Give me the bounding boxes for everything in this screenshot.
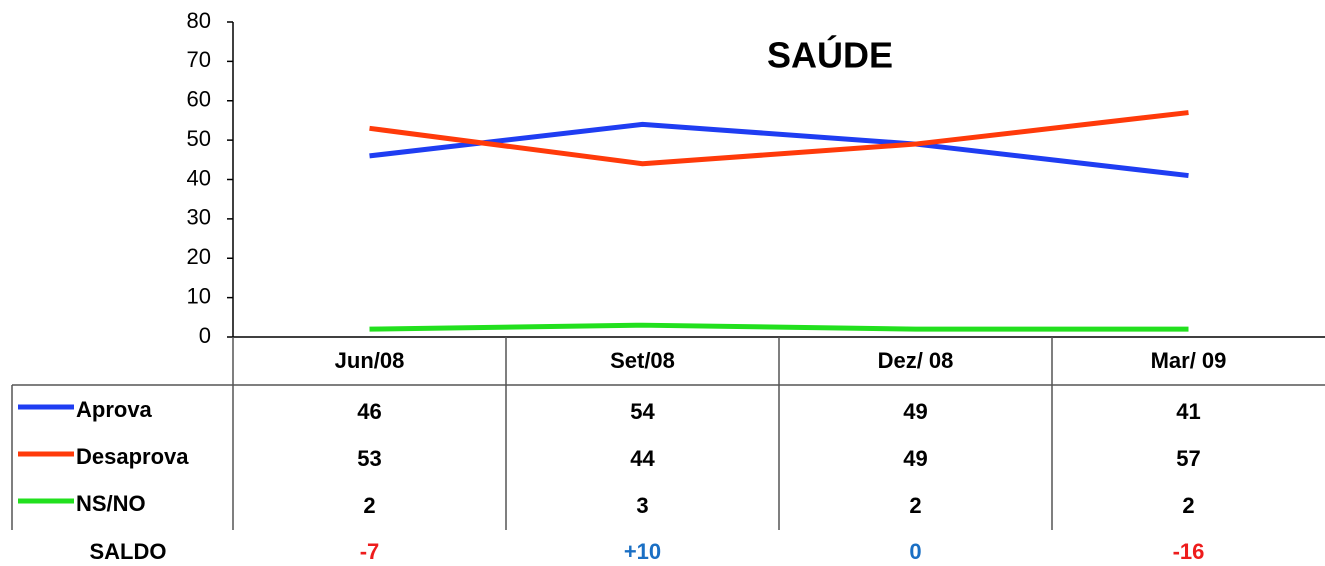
series-line xyxy=(369,121,1189,179)
y-tick-label: 10 xyxy=(187,283,211,308)
saldo-value: -7 xyxy=(360,539,380,564)
y-tick-label: 60 xyxy=(187,87,211,112)
table-cell: 3 xyxy=(636,493,648,518)
x-tick-label: Jun/08 xyxy=(335,348,405,373)
saldo-value: 0 xyxy=(909,539,921,564)
table-cell: 2 xyxy=(909,493,921,518)
table-cell: 57 xyxy=(1176,446,1200,471)
series-line xyxy=(369,322,1189,332)
saldo-value: -16 xyxy=(1173,539,1205,564)
table-cell: 54 xyxy=(630,399,655,424)
y-tick-label: 30 xyxy=(187,205,211,230)
x-tick-label: Set/08 xyxy=(610,348,675,373)
table-cell: 49 xyxy=(903,399,927,424)
y-tick-label: 70 xyxy=(187,47,211,72)
saldo-value: +10 xyxy=(624,539,661,564)
saldo-label: SALDO xyxy=(90,539,167,564)
table-cell: 49 xyxy=(903,446,927,471)
chart-title: SAÚDE xyxy=(767,34,893,76)
y-tick-label: 50 xyxy=(187,126,211,151)
table-cell: 46 xyxy=(357,399,381,424)
series-line xyxy=(369,110,1189,167)
x-tick-label: Dez/ 08 xyxy=(878,348,954,373)
y-tick-label: 80 xyxy=(187,8,211,33)
legend-label: NS/NO xyxy=(76,491,146,516)
table-cell: 2 xyxy=(363,493,375,518)
y-tick-label: 20 xyxy=(187,244,211,269)
table-cell: 44 xyxy=(630,446,655,471)
legend-label: Aprova xyxy=(76,397,153,422)
y-tick-label: 0 xyxy=(199,323,211,348)
table-cell: 41 xyxy=(1176,399,1200,424)
table-cell: 53 xyxy=(357,446,381,471)
legend-label: Desaprova xyxy=(76,444,189,469)
x-tick-label: Mar/ 09 xyxy=(1151,348,1227,373)
table-cell: 2 xyxy=(1182,493,1194,518)
y-tick-label: 40 xyxy=(187,165,211,190)
